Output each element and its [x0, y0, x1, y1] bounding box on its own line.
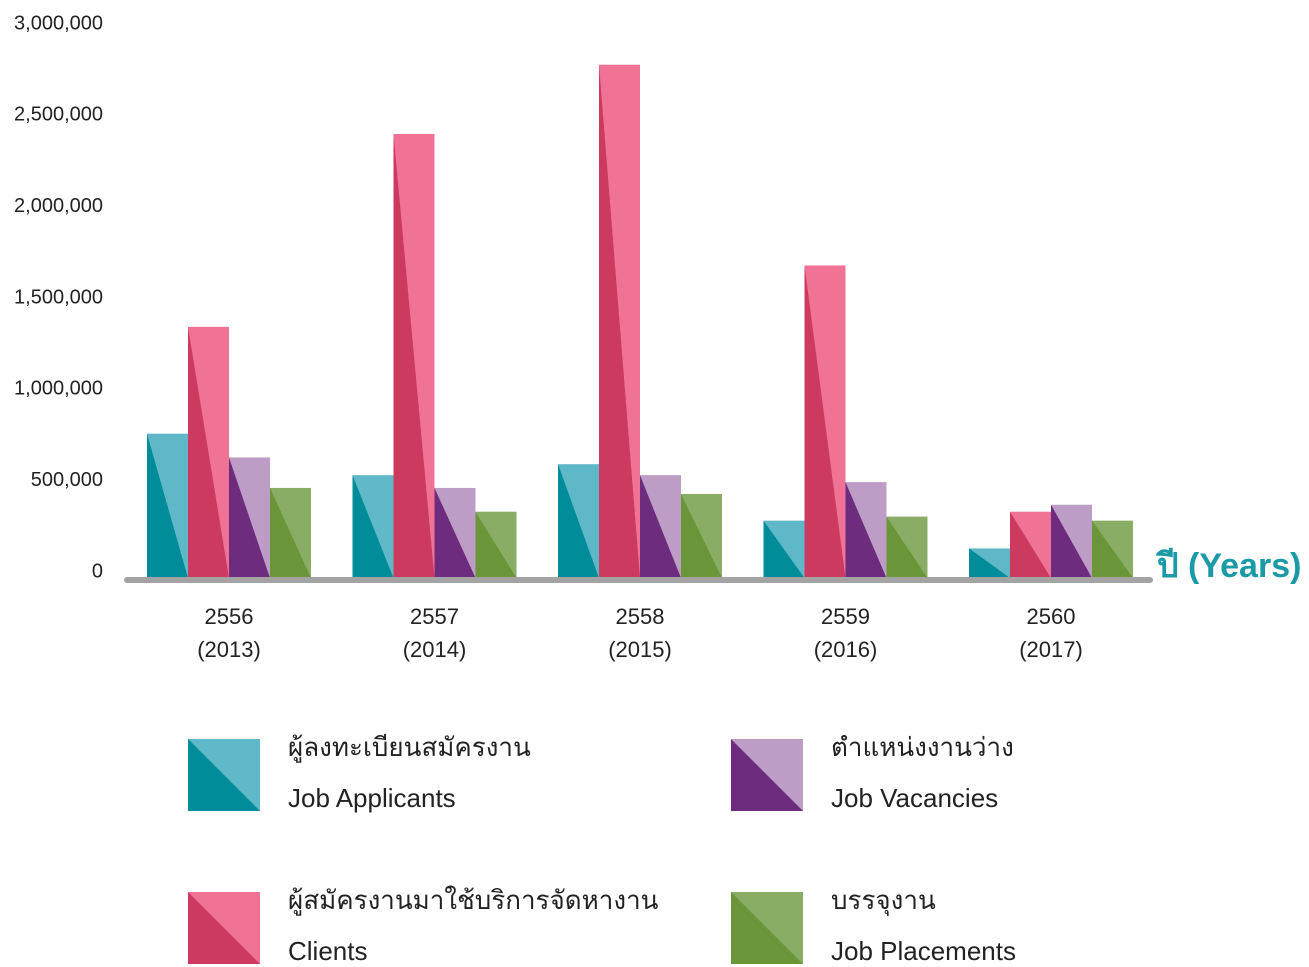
legend-label: Clients	[288, 936, 367, 966]
y-tick-label: 1,500,000	[14, 286, 103, 308]
bar-shade	[352, 475, 394, 578]
bar-shade	[1051, 504, 1092, 578]
legend-swatch-shade	[731, 739, 803, 811]
legend-label-th: ตำแหน่งงานว่าง	[831, 732, 1014, 762]
y-tick-label: 500,000	[31, 469, 103, 491]
bar-shade	[969, 548, 1010, 578]
legend-swatch-shade	[188, 892, 260, 964]
bar-shade	[229, 457, 270, 578]
y-tick-label: 2,000,000	[14, 195, 103, 217]
bar-shade	[270, 487, 311, 578]
x-tick-label: (2017)	[1019, 637, 1083, 662]
y-tick-label: 0	[92, 560, 103, 582]
x-tick-label: (2014)	[403, 637, 467, 662]
y-tick-label: 3,000,000	[14, 12, 103, 34]
bar-shade	[1092, 520, 1133, 578]
bar-shade	[599, 64, 640, 578]
legend-label: Job Vacancies	[831, 783, 998, 813]
bar-shade	[886, 516, 928, 578]
y-tick-label: 1,000,000	[14, 378, 103, 400]
bar-shade	[188, 326, 229, 578]
x-tick-label: 2558	[616, 604, 665, 629]
bar-shade	[147, 433, 188, 578]
bar-shade	[1010, 511, 1051, 578]
legend-label-th: บรรจุงาน	[831, 885, 936, 916]
x-tick-label: (2015)	[608, 637, 672, 662]
legend-label-th: ผู้สมัครงานมาใช้บริการจัดหางาน	[288, 885, 659, 916]
x-tick-label: (2013)	[197, 637, 261, 662]
bar-shade	[475, 511, 517, 578]
x-axis-label: ปี (Years)	[1155, 547, 1301, 585]
bar-shade	[681, 493, 722, 578]
legend-swatch-shade	[731, 892, 803, 964]
bar-shade	[434, 487, 476, 578]
legend-swatch-shade	[188, 739, 260, 811]
legend-label-th: ผู้ลงทะเบียนสมัครงาน	[288, 732, 531, 763]
legend-label: Job Placements	[831, 936, 1016, 966]
bar-shade	[763, 520, 805, 578]
x-tick-label: 2560	[1027, 604, 1076, 629]
x-tick-label: 2559	[821, 604, 870, 629]
bar-shade	[558, 464, 599, 578]
bar-shade	[393, 133, 435, 579]
legend-label: Job Applicants	[288, 783, 456, 813]
x-tick-label: 2556	[205, 604, 254, 629]
x-tick-label: 2557	[410, 604, 459, 629]
x-tick-label: (2016)	[814, 637, 878, 662]
bar-shade	[845, 482, 887, 578]
y-tick-label: 2,500,000	[14, 104, 103, 126]
bar-shade	[804, 265, 846, 578]
bar-shade	[640, 475, 681, 578]
